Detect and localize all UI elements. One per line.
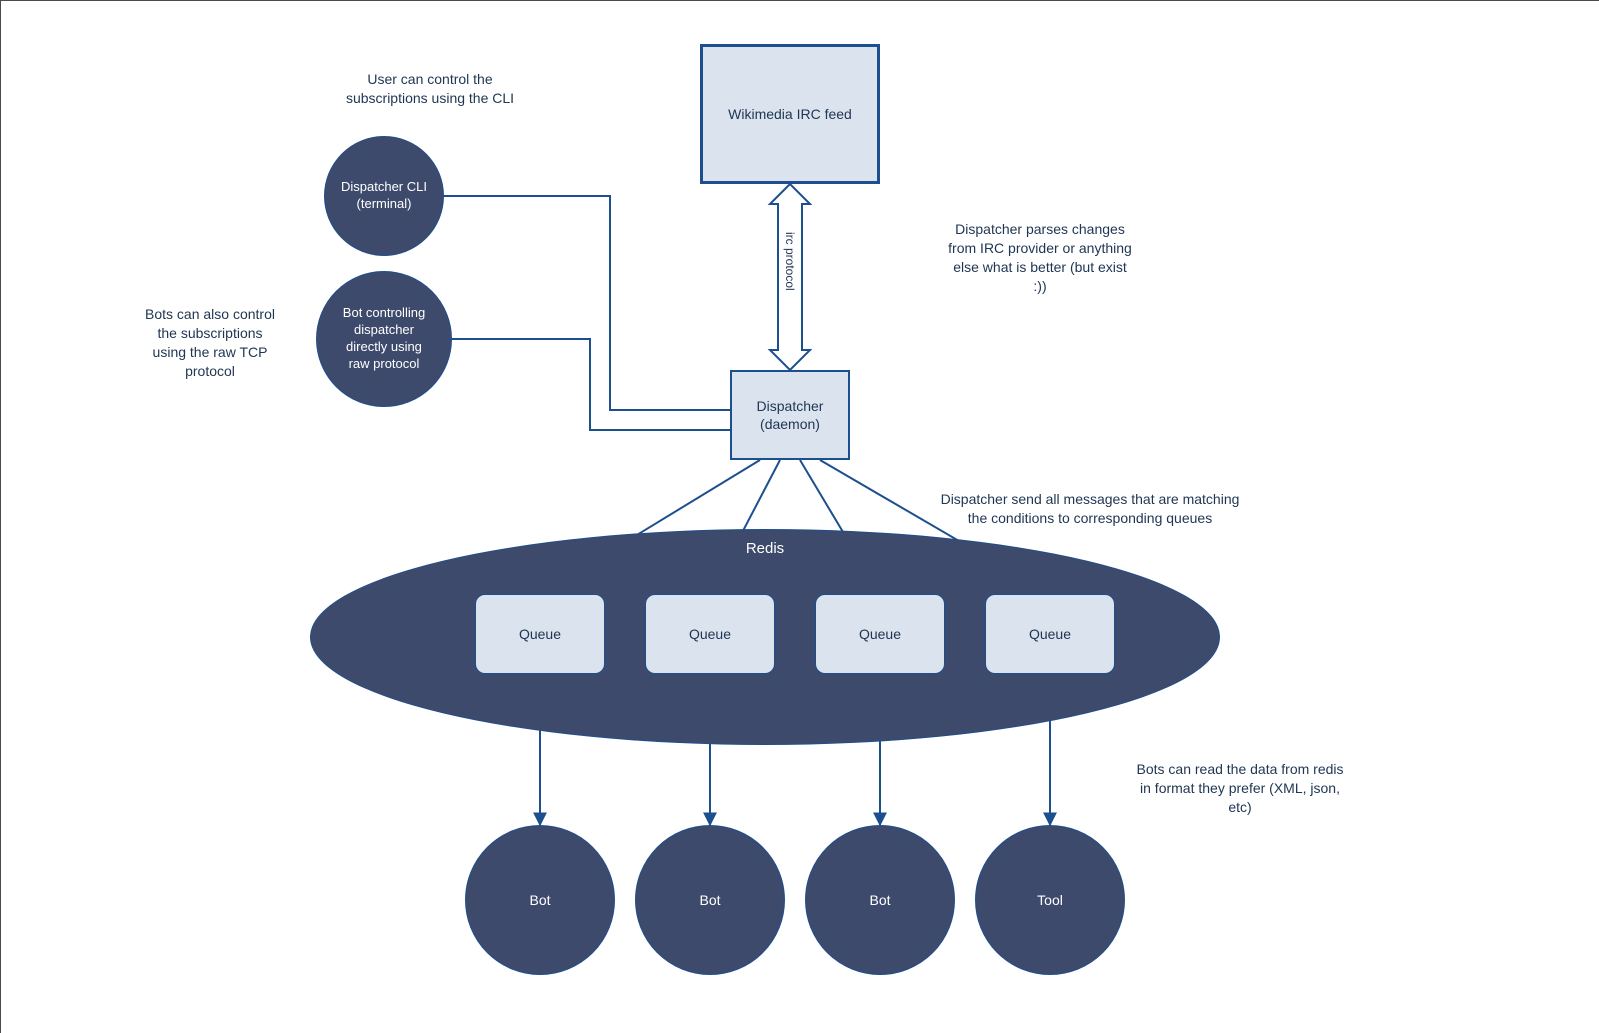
node-label: Queue bbox=[689, 625, 731, 643]
annotation-text: User can control the subscriptions using… bbox=[300, 70, 560, 108]
edge bbox=[444, 196, 730, 410]
redis-label: Redis bbox=[725, 539, 805, 559]
node-label: Bot bbox=[699, 891, 720, 909]
node-queue: Queue bbox=[475, 594, 605, 674]
annotation-text: Bots can also control the subscriptions … bbox=[110, 305, 310, 381]
node-queue: Queue bbox=[815, 594, 945, 674]
node-bot: Bot bbox=[465, 825, 615, 975]
node-label: Tool bbox=[1037, 891, 1063, 909]
node-label: Bot controlling dispatcher directly usin… bbox=[343, 305, 425, 373]
node-label: Bot bbox=[529, 891, 550, 909]
node-label: Queue bbox=[519, 625, 561, 643]
node-label: Queue bbox=[1029, 625, 1071, 643]
node-dispatcher-cli: Dispatcher CLI (terminal) bbox=[324, 136, 444, 256]
node-label: Bot bbox=[869, 891, 890, 909]
irc-protocol-label: irc protocol bbox=[784, 232, 798, 291]
node-dispatcher-daemon: Dispatcher (daemon) bbox=[730, 370, 850, 460]
node-bot: Bot bbox=[635, 825, 785, 975]
node-label: Queue bbox=[859, 625, 901, 643]
node-bot: Bot bbox=[805, 825, 955, 975]
node-label: Wikimedia IRC feed bbox=[728, 105, 852, 123]
node-wikimedia-irc-feed: Wikimedia IRC feed bbox=[700, 44, 880, 184]
annotation-text: Bots can read the data from redis in for… bbox=[1090, 760, 1390, 817]
node-label: Dispatcher CLI (terminal) bbox=[341, 179, 427, 213]
node-tool: Tool bbox=[975, 825, 1125, 975]
node-bot-controlling-dispatcher: Bot controlling dispatcher directly usin… bbox=[316, 271, 452, 407]
annotation-text: Dispatcher send all messages that are ma… bbox=[900, 490, 1280, 528]
annotation-text: Dispatcher parses changes from IRC provi… bbox=[900, 220, 1180, 296]
node-label: Dispatcher (daemon) bbox=[757, 397, 824, 433]
node-queue: Queue bbox=[985, 594, 1115, 674]
node-queue: Queue bbox=[645, 594, 775, 674]
edge bbox=[452, 339, 730, 430]
